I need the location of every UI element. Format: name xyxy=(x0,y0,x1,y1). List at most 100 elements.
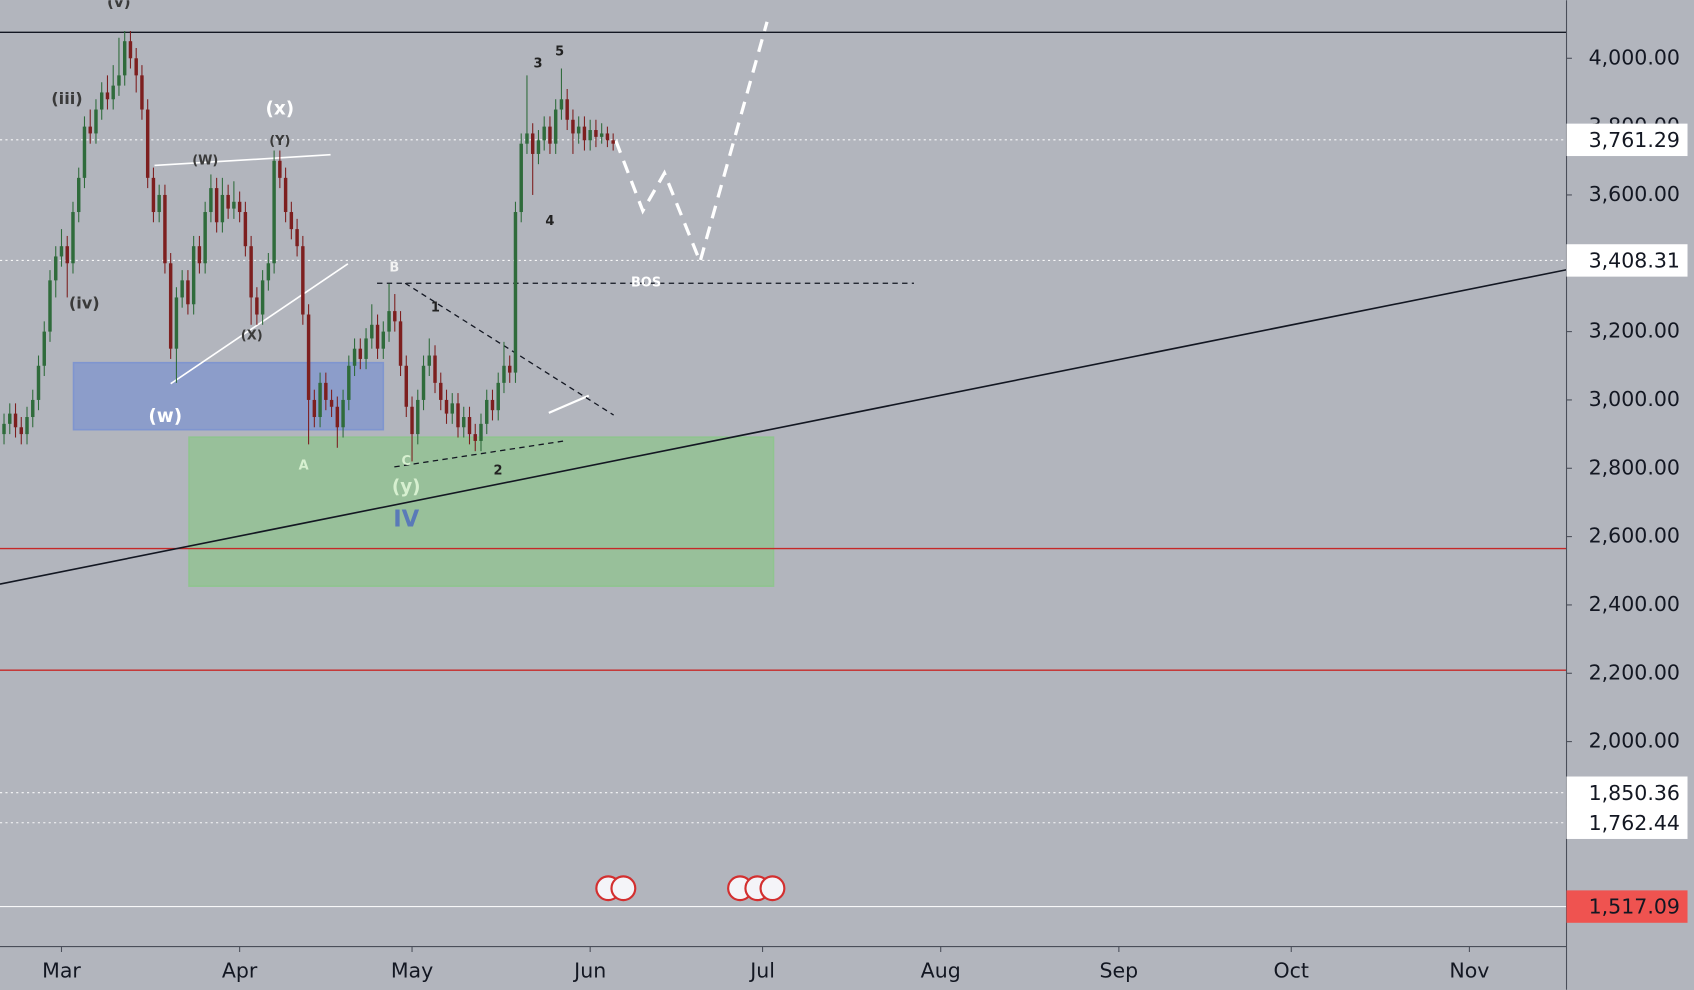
x-tick-label: Nov xyxy=(1449,958,1489,982)
candle-body xyxy=(381,331,386,349)
x-tick-label: Apr xyxy=(222,958,258,982)
candle-body xyxy=(416,399,420,435)
candle-body xyxy=(565,99,569,120)
candle-body xyxy=(306,314,311,400)
wave-label: IV xyxy=(393,506,419,532)
candle-body xyxy=(88,126,92,134)
candle-body xyxy=(71,212,75,264)
plot-area: (v) (iii) (iv) (x) (W) (Y) (X) (w) A B C (y) IV 1 2 3 4 5… xyxy=(0,0,1567,908)
candle-body xyxy=(525,133,529,144)
wave-label: 2 xyxy=(494,464,503,479)
y-tick-label: 4,000.00 xyxy=(1589,45,1680,69)
candle-body xyxy=(94,109,98,134)
x-tick-label: Jul xyxy=(748,958,775,982)
candle-body xyxy=(513,212,518,373)
drawings xyxy=(154,21,914,468)
candle-body xyxy=(283,177,288,213)
candle-body xyxy=(168,263,173,349)
candle-body xyxy=(548,126,552,144)
wave-label: (Y) xyxy=(269,134,290,149)
candle-body xyxy=(214,188,219,223)
wave-line xyxy=(548,394,590,414)
candle-body xyxy=(145,109,150,178)
y-tick-label: 2,400.00 xyxy=(1589,592,1680,616)
candle-body xyxy=(197,246,202,264)
candle-body xyxy=(456,403,460,428)
candle-body xyxy=(559,99,564,110)
wave-label: (v) xyxy=(107,0,131,11)
wave-label: (x) xyxy=(265,98,294,119)
candle-body xyxy=(220,194,225,223)
candle-body xyxy=(318,382,322,418)
candle-body xyxy=(105,92,110,100)
candle-body xyxy=(588,130,592,141)
candle-body xyxy=(13,413,18,428)
y-tick-label: 2,200.00 xyxy=(1589,660,1680,684)
candle-body xyxy=(571,119,575,134)
level-label: 1,762.44 xyxy=(1589,811,1680,835)
candle-body xyxy=(203,212,207,264)
candle-body xyxy=(19,427,23,435)
candle-body xyxy=(255,297,259,315)
event-icons xyxy=(595,875,786,902)
candle-body xyxy=(473,434,477,441)
candle-body xyxy=(31,399,35,418)
candle-body xyxy=(329,399,334,407)
candle-body xyxy=(375,324,380,349)
candle-body xyxy=(82,126,87,178)
candle-body xyxy=(186,280,190,305)
trendline-group xyxy=(0,268,1567,585)
candle-body xyxy=(59,246,64,257)
y-tick-label: 2,600.00 xyxy=(1589,524,1680,548)
candle-body xyxy=(467,417,472,435)
candles xyxy=(2,30,615,462)
candle-body xyxy=(398,321,403,366)
x-tick-label: Aug xyxy=(921,958,961,982)
wave-label: (X) xyxy=(241,329,263,344)
candle-body xyxy=(341,399,345,428)
level-label-box xyxy=(1566,776,1688,809)
candle-body xyxy=(387,311,391,332)
candle-body xyxy=(335,406,340,428)
event-icon[interactable] xyxy=(759,875,786,902)
level-label-box xyxy=(1566,806,1688,839)
candle-body xyxy=(237,201,242,213)
wave-label: C xyxy=(401,454,411,469)
candle-body xyxy=(65,246,69,264)
level-labels: 3,761.29 3,408.31 1,850.36 1,762.44 1,517.09 xyxy=(1566,123,1688,923)
candle-body xyxy=(122,41,127,76)
candle-body xyxy=(272,160,276,264)
candle-body xyxy=(151,177,156,213)
y-tick-label: 3,600.00 xyxy=(1589,182,1680,206)
candle-body xyxy=(530,133,535,154)
axes: 2,000.00 2,200.00 2,400.00 2,600.00 2,800.00… xyxy=(42,45,1680,982)
candle-body xyxy=(485,399,489,424)
x-tick-label: May xyxy=(391,958,433,982)
candle-body xyxy=(542,126,546,141)
y-tick-label: 3,200.00 xyxy=(1589,319,1680,343)
candle-body xyxy=(519,143,523,213)
candle-body xyxy=(439,382,443,400)
candle-body xyxy=(249,246,253,298)
candle-body xyxy=(243,212,248,247)
candle-body xyxy=(2,423,6,435)
candle-body xyxy=(358,348,363,359)
candle-body xyxy=(312,399,317,418)
wave-label: 3 xyxy=(534,56,543,71)
candle-body xyxy=(77,177,81,213)
candle-body xyxy=(404,365,409,407)
candle-body xyxy=(450,403,454,414)
level-label-box xyxy=(1566,890,1688,923)
candle-body xyxy=(553,109,558,144)
candle-body xyxy=(370,324,374,339)
candle-body xyxy=(8,413,12,424)
trendline xyxy=(0,268,1567,585)
wave-label: BOS xyxy=(631,276,661,291)
wave-label: 1 xyxy=(431,301,440,316)
candle-body xyxy=(174,297,179,349)
candle-body xyxy=(157,194,161,213)
candle-body xyxy=(301,246,305,315)
candle-body xyxy=(507,365,512,373)
event-icon[interactable] xyxy=(610,875,637,902)
candle-body xyxy=(180,280,184,298)
